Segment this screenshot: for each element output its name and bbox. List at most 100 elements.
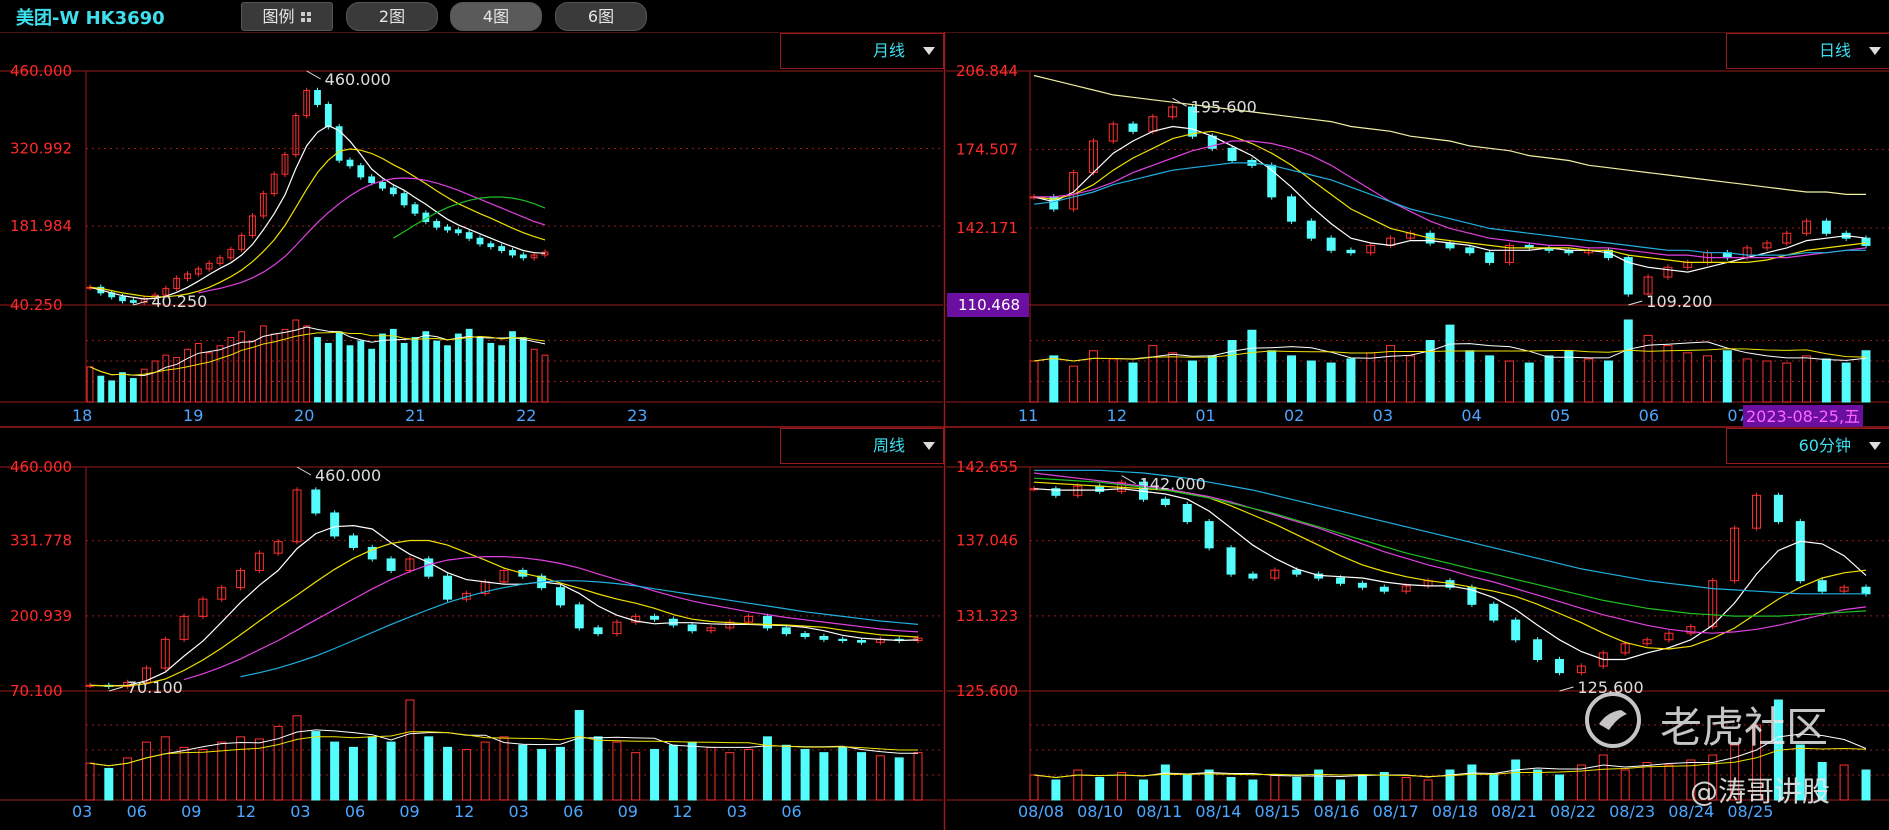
x-tick-label: 08/25 [1727,802,1773,821]
x-tick-label: 08/08 [1018,802,1064,821]
volume-bar [612,741,622,801]
x-tick-label: 08/23 [1609,802,1655,821]
volume-bar [1762,360,1772,403]
y-tick-label: 174.507 [956,141,1018,159]
y-tick-label: 181.984 [10,217,72,235]
series-line-ma60 [1034,469,1866,595]
x-tick-label: 21 [405,406,425,425]
candle-body [443,575,453,600]
volume-bar [1073,769,1083,801]
candle-body [1160,498,1170,505]
chevron-down-icon [1869,47,1881,55]
volume-bar [1722,350,1732,403]
candle-body [198,598,208,617]
x-tick-label: 08/21 [1491,802,1537,821]
highlight-tick-box [947,293,1029,317]
candle-body [259,193,267,217]
legend-label: 图例 [262,7,295,26]
volume-bar [140,368,148,403]
candle-body [1306,220,1316,239]
monthly-period-label: 月线 [872,41,905,60]
60min-period-label: 60分钟 [1798,436,1851,455]
annotation-pointer [1628,300,1643,306]
y-tick-label: 142.171 [956,219,1018,237]
volume-bar [216,345,224,403]
volume-bar [386,741,396,801]
volume-bar [454,333,462,403]
y-tick-label: 131.323 [956,607,1018,625]
legend-button[interactable]: 图例 [241,2,333,31]
candle-body [194,268,202,275]
weekly-period-select[interactable]: 周线 [780,428,944,464]
volume-bar [162,354,170,403]
candle-body [454,229,462,234]
monthly-period-select[interactable]: 月线 [780,33,944,69]
candle-body [1287,196,1297,222]
candle-body [162,287,170,296]
layout-4-button[interactable]: 4图 [450,2,542,31]
candle-body [555,587,565,606]
volume-bar [348,746,358,801]
y-tick-label: 460.000 [10,458,72,476]
x-tick-label: 08/11 [1136,802,1182,821]
volume-bar [311,731,321,801]
weekly-period-label: 周线 [872,436,905,455]
volume-bar [1029,774,1039,801]
annotation-label: 70.100 [127,678,183,697]
candle-body [205,262,213,270]
candle-body [519,254,527,259]
volume-bar [173,356,181,403]
volume-bar [1405,355,1415,403]
candle-body [913,637,923,642]
volume-bar [1603,360,1613,403]
series-line-ma5 [1033,488,1867,661]
y-tick-label: 206.844 [956,62,1018,80]
candle-body [781,627,791,635]
volume-bar [141,741,151,801]
candle-body [184,273,191,279]
volume-bar [108,380,116,403]
series-line-ma60 [1033,162,1866,256]
layout-6-button[interactable]: 6图 [555,2,647,31]
candle-body [1248,573,1258,579]
volume-bar [1841,362,1851,403]
annotation-label: 109.200 [1646,292,1712,311]
candle-body [254,552,264,571]
x-tick-label: 03 [727,802,747,821]
volume-bar [346,345,354,403]
candle-body [281,154,289,175]
candle-body [1861,237,1871,246]
volume-bar [123,757,133,801]
candle-body [1108,123,1118,142]
series-line-ma20 [198,177,546,294]
60min-period-select[interactable]: 60分钟 [1726,428,1889,464]
volume-bar [1663,345,1673,403]
date-badge-box [1743,405,1863,427]
y-tick-label: 331.778 [10,532,72,550]
candle-body [129,300,137,303]
candle-body [1346,249,1356,254]
watermark-text: 老虎社区 [1660,703,1829,752]
volume-bar [1564,350,1574,403]
daily-period-select[interactable]: 日线 [1726,33,1889,69]
series-line-ma20 [1033,472,1867,634]
layout-2-button[interactable]: 2图 [346,2,438,31]
volume-bar [574,710,584,801]
volume-ma-line [1033,341,1867,362]
volume-bar [1465,350,1475,403]
volume-bar [537,748,547,801]
candle-body [249,215,256,236]
candle-body [311,489,321,514]
x-tick-label: 01 [1195,406,1215,425]
series-line-ma10 [89,148,546,298]
candle-body [405,558,415,571]
volume-bar [1117,772,1127,801]
candle-body [379,181,386,189]
volume-bar [444,345,451,403]
volume-bar [238,331,246,403]
x-tick-label: 03 [509,802,529,821]
candle-body [1643,276,1653,295]
candle-body [1533,639,1543,660]
volume-bar [1227,340,1237,403]
volume-ma-line [1033,348,1867,362]
